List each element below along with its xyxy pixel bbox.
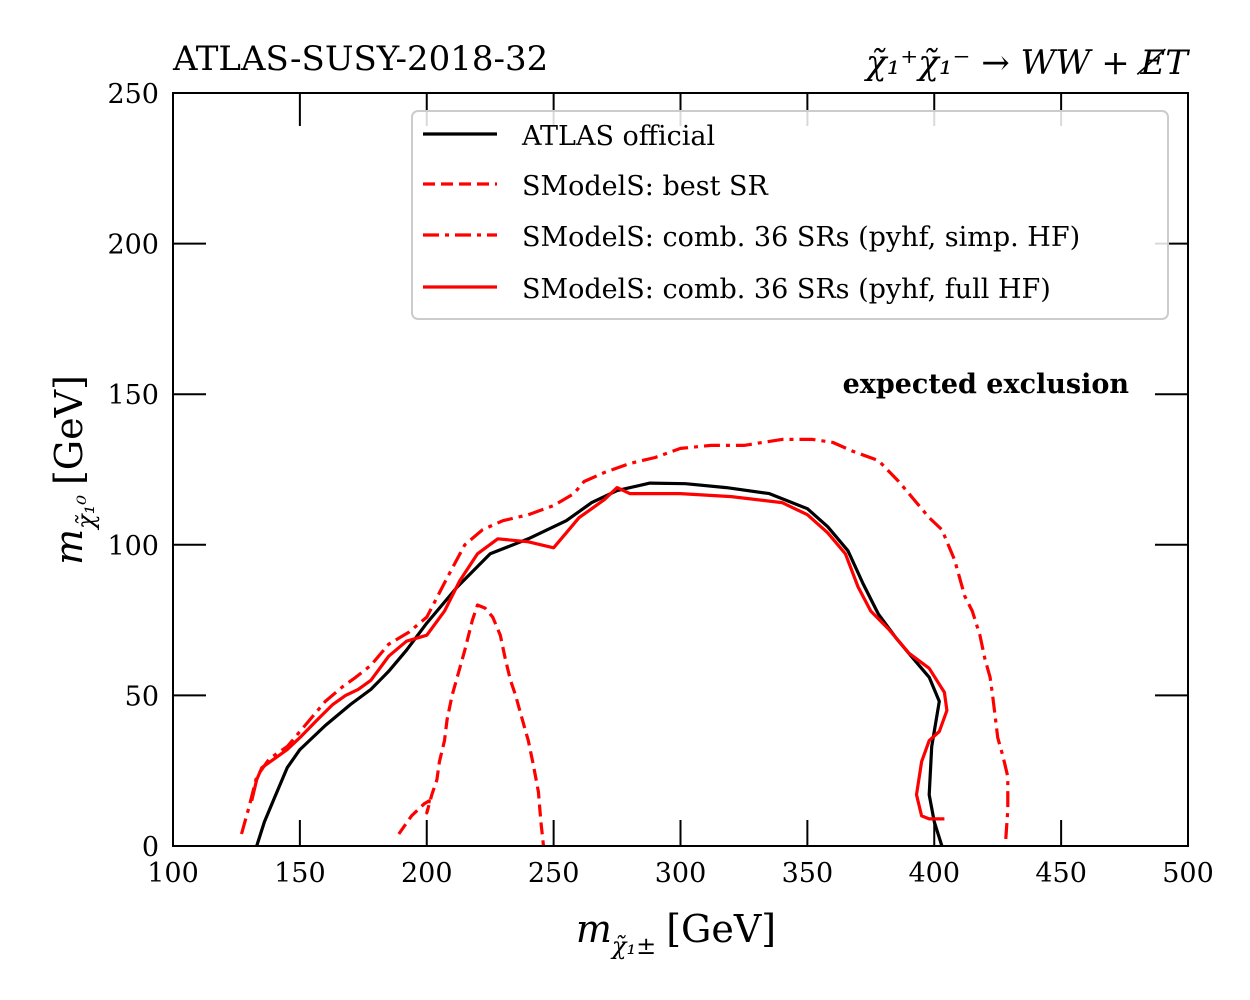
- series-line-3: [250, 486, 949, 821]
- x-axis-label-subscript: χ̃₁±: [610, 932, 656, 960]
- y-tick-label-2: 100: [107, 531, 159, 562]
- x-tick-label-8: 500: [1162, 858, 1214, 889]
- series-line-0: [255, 481, 944, 847]
- series-line-2: [239, 437, 1010, 847]
- x-tick-label-7: 450: [1035, 858, 1087, 889]
- legend-label-best-sr: SModelS: best SR: [522, 171, 769, 202]
- x-tick-label-0: 100: [147, 858, 199, 889]
- x-axis-label: mχ̃₁± [GeV]: [576, 907, 776, 960]
- x-axis-label-unit: [GeV]: [666, 907, 776, 951]
- legend-label-full-hf: SModelS: comb. 36 SRs (pyhf, full HF): [522, 274, 1051, 305]
- x-tick-label-4: 300: [655, 858, 707, 889]
- y-axis-label-subscript: χ̃₁⁰: [72, 495, 100, 531]
- x-tick-label-6: 400: [908, 858, 960, 889]
- legend-label-atlas-official: ATLAS official: [521, 121, 715, 152]
- y-tick-label-3: 150: [107, 380, 159, 411]
- x-tick-label-2: 200: [401, 858, 453, 889]
- y-tick-label-5: 250: [107, 79, 159, 110]
- y-tick-label-0: 0: [142, 832, 159, 863]
- x-tick-label-3: 250: [528, 858, 580, 889]
- y-axis-label-unit: [GeV]: [47, 375, 91, 485]
- x-tick-label-1: 150: [274, 858, 326, 889]
- series-line-1: [397, 603, 546, 847]
- series-layer: [239, 437, 1010, 847]
- y-axis-label-symbol: m: [47, 529, 91, 565]
- axis-ticks: 100 150 200 250 300 350 400 450 500 0 50 100 150 200 2…: [107, 79, 1213, 889]
- y-tick-label-4: 200: [107, 230, 159, 261]
- y-axis-label: mχ̃₁⁰ [GeV]: [47, 375, 100, 565]
- x-axis-label-symbol: m: [576, 907, 612, 951]
- plot-frame: [172, 92, 1189, 847]
- legend: ATLAS official SModelS: best SR SModelS:…: [411, 110, 1169, 320]
- y-tick-label-1: 50: [125, 681, 159, 712]
- x-tick-label-5: 350: [782, 858, 834, 889]
- legend-label-simp-hf: SModelS: comb. 36 SRs (pyhf, simp. HF): [522, 222, 1080, 253]
- chart-title-right: χ̃₁⁺χ̃₁⁻ → WW + E̸T: [864, 43, 1190, 83]
- annotation-expected-exclusion: expected exclusion: [843, 369, 1130, 400]
- chart-title-left: ATLAS-SUSY-2018-32: [172, 39, 548, 79]
- legend-box: [411, 110, 1169, 320]
